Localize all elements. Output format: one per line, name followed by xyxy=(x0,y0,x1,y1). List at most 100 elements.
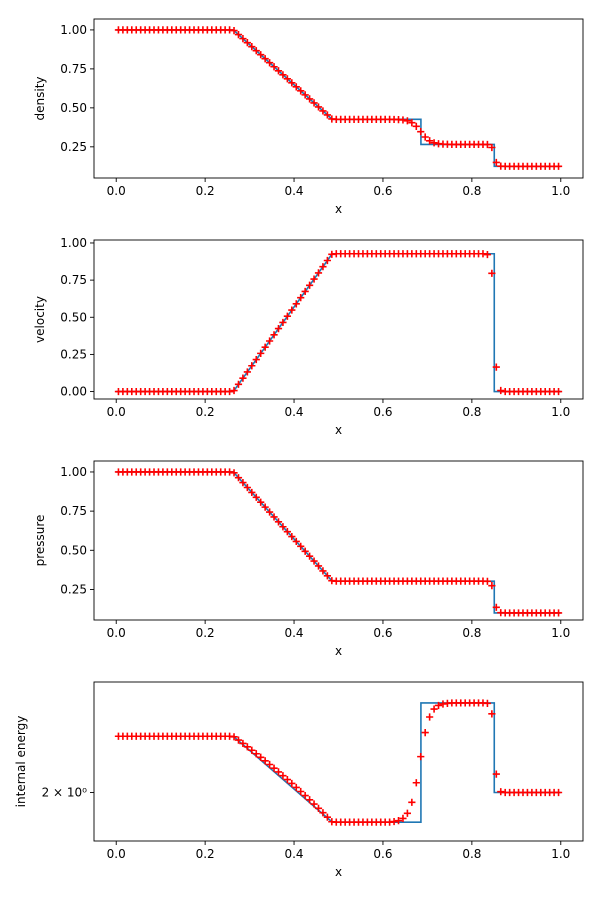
pressure-xlabel: x xyxy=(335,644,342,658)
internal-energy-marker xyxy=(394,817,403,825)
pressure-panel: 0.0 0.2 0.4 0.6 0.8 1.0 0.25 0.50 0.75 1.00 x press… xyxy=(33,460,584,658)
internal-energy-marker xyxy=(248,746,256,754)
internal-energy-marker xyxy=(292,783,300,792)
density-marker xyxy=(314,103,323,111)
velocity-ytick-label: 1.00 xyxy=(60,236,87,250)
velocity-marker xyxy=(488,269,496,277)
density-ytick-label: 0.25 xyxy=(60,140,87,154)
pressure-marker xyxy=(319,567,327,575)
pressure-marker xyxy=(554,609,563,617)
velocity-marker xyxy=(492,363,500,371)
density-marker xyxy=(257,51,265,59)
density-xtick-label: 0.2 xyxy=(196,184,215,198)
pressure-marker xyxy=(283,528,291,536)
velocity-xtick-label: 1.0 xyxy=(551,405,570,419)
velocity-marker xyxy=(319,263,327,271)
velocity-ytick-label: 0.75 xyxy=(60,273,87,287)
density-marker xyxy=(261,55,269,63)
density-marker xyxy=(279,71,287,79)
internal-energy-xlabel: x xyxy=(335,865,342,879)
velocity-marker xyxy=(554,387,563,396)
internal-energy-marker xyxy=(497,788,505,796)
velocity-xtick-label: 0.8 xyxy=(462,405,481,419)
velocity-marker xyxy=(261,343,269,351)
internal-energy-marker xyxy=(421,729,429,737)
velocity-ytick-label: 0.50 xyxy=(60,310,87,324)
pressure-ytick-label: 0.25 xyxy=(60,582,87,596)
density-marker xyxy=(492,158,500,167)
velocity-marker xyxy=(279,318,287,327)
density-marker xyxy=(266,59,274,67)
density-marker xyxy=(323,111,331,119)
density-xtick-label: 0.6 xyxy=(373,184,392,198)
density-xtick-label: 0.0 xyxy=(107,184,126,198)
density-ylabel: density xyxy=(33,77,47,121)
pressure-ytick-label: 0.75 xyxy=(60,504,87,518)
velocity-marker xyxy=(283,312,291,320)
pressure-marker xyxy=(297,542,305,550)
density-marker xyxy=(230,26,238,35)
internal-energy-ylabel: internal energy xyxy=(14,716,28,808)
density-marker xyxy=(408,119,416,127)
velocity-marker xyxy=(310,275,318,283)
velocity-marker xyxy=(483,250,492,259)
density-xtick-label: 1.0 xyxy=(551,184,570,198)
pressure-marker xyxy=(292,537,300,546)
internal-energy-marker xyxy=(261,757,269,765)
pressure-marker xyxy=(225,468,234,476)
pressure-marker xyxy=(314,562,323,570)
pressure-marker xyxy=(248,488,256,497)
internal-energy-marker xyxy=(399,814,407,823)
internal-energy-xtick-label: 1.0 xyxy=(551,847,570,861)
internal-energy-marker xyxy=(492,770,500,778)
density-marker xyxy=(252,47,260,55)
internal-energy-marker xyxy=(408,798,416,806)
density-xtick-label: 0.8 xyxy=(462,184,481,198)
internal-energy-marker xyxy=(297,787,305,796)
velocity-xtick-label: 0.4 xyxy=(284,405,303,419)
internal-energy-ytick-label: 2 × 10⁰ xyxy=(42,785,88,799)
density-marker xyxy=(248,43,256,51)
density-marker xyxy=(292,83,300,91)
density-marker xyxy=(239,35,247,43)
internal-energy-xtick-label: 0.6 xyxy=(373,847,392,861)
internal-energy-marker xyxy=(243,743,251,751)
density-marker xyxy=(283,75,291,83)
density-marker xyxy=(319,107,327,115)
velocity-marker xyxy=(323,256,331,265)
density-marker xyxy=(421,133,429,141)
density-marker xyxy=(430,139,438,147)
internal-energy-marker xyxy=(483,699,492,707)
density-marker xyxy=(488,143,496,152)
pressure-marker xyxy=(483,577,492,585)
internal-energy-marker xyxy=(257,753,265,761)
velocity-marker xyxy=(252,355,260,364)
velocity-marker xyxy=(248,362,256,370)
velocity-ytick-label: 0.25 xyxy=(60,347,87,361)
internal-energy-marker xyxy=(270,764,278,772)
velocity-marker xyxy=(314,269,323,277)
pressure-marker xyxy=(252,493,260,501)
velocity-xtick-label: 0.6 xyxy=(373,405,392,419)
internal-energy-marker xyxy=(323,813,331,821)
velocity-marker xyxy=(301,287,309,296)
density-marker xyxy=(310,99,318,107)
pressure-marker xyxy=(270,513,278,521)
density-marker xyxy=(234,31,243,39)
pressure-marker xyxy=(488,582,496,590)
internal-energy-marker xyxy=(301,792,309,800)
velocity-marker xyxy=(230,386,238,395)
internal-energy-marker xyxy=(283,775,291,784)
pressure-xtick-label: 1.0 xyxy=(551,626,570,640)
density-marker xyxy=(554,162,563,170)
velocity-marker xyxy=(306,281,314,289)
pressure-marker xyxy=(301,547,309,555)
density-marker xyxy=(399,116,407,124)
density-marker xyxy=(297,87,305,95)
internal-energy-marker xyxy=(274,768,283,776)
internal-energy-marker xyxy=(426,713,434,721)
internal-energy-marker xyxy=(234,736,243,744)
pressure-axes-frame xyxy=(93,460,584,621)
